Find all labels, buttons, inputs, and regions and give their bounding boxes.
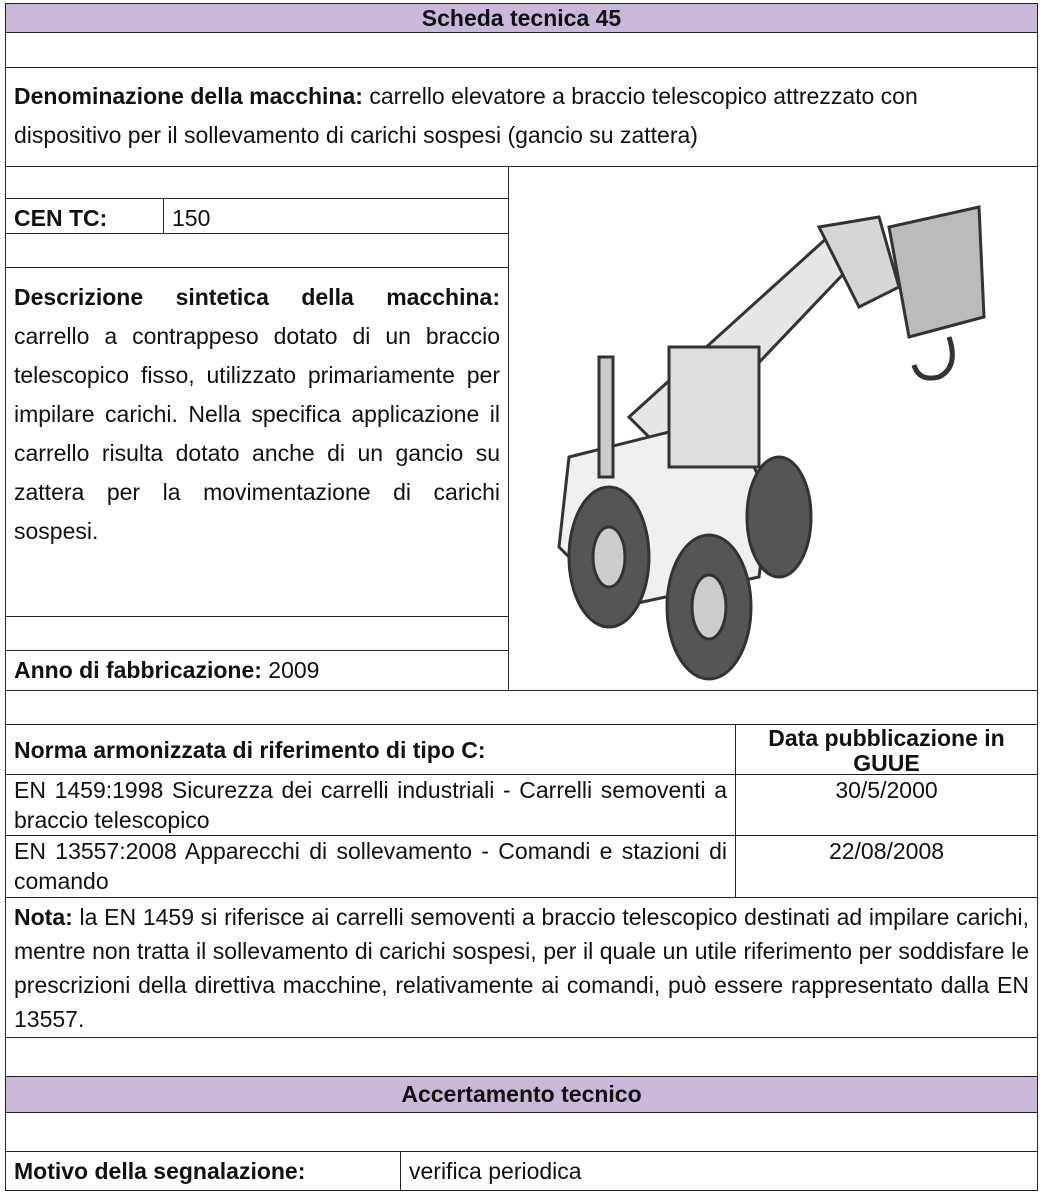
label: Descrizione sintetica della macchina: — [14, 284, 500, 310]
norme-cell: 30/5/2000 — [735, 774, 1038, 836]
norme-cell: 22/08/2008 — [735, 835, 1038, 898]
header: Norma armonizzata di riferimento di tipo… — [14, 737, 486, 763]
header: Data pubblicazione in GUUE — [768, 725, 1005, 776]
sketch — [557, 205, 986, 681]
empty-row — [5, 1112, 1038, 1152]
empty-row — [5, 690, 1038, 725]
value: 2009 — [268, 657, 320, 683]
cen-value-cell: 150 — [163, 198, 509, 234]
label: Anno di fabbricazione: — [14, 657, 262, 683]
label: Nota: — [14, 904, 73, 930]
text: carrello elevatore a braccio telescopico… — [14, 83, 918, 148]
norme-header-cell: Data pubblicazione in GUUE — [735, 724, 1038, 776]
motivo-label-cell: Motivo della segnalazione: — [5, 1151, 401, 1191]
norme-cell: EN 13557:2008 Apparecchi di sollevamento… — [5, 835, 736, 898]
motivo-value-cell: verifica periodica — [400, 1151, 1038, 1191]
header-cell: Scheda tecnica 45 — [5, 3, 1038, 33]
value: verifica periodica — [409, 1158, 582, 1184]
nota-cell: Nota: la EN 1459 si riferisce ai carrell… — [5, 897, 1038, 1038]
image-cell — [508, 166, 1038, 691]
norma: EN 1459:1998 Sicurezza dei carrelli indu… — [14, 777, 727, 833]
data: 22/08/2008 — [828, 838, 945, 864]
norme-cell: EN 1459:1998 Sicurezza dei carrelli indu… — [5, 774, 736, 836]
anno-cell: Anno di fabbricazione: 2009 — [5, 650, 509, 691]
section-cell: Accertamento tecnico — [5, 1076, 1038, 1113]
empty-row — [5, 616, 509, 651]
label: Motivo della segnalazione: — [14, 1158, 306, 1184]
label: Denominazione della macchina: — [14, 83, 363, 109]
title: Accertamento tecnico — [401, 1081, 642, 1107]
text: la EN 1459 si riferisce ai carrelli semo… — [14, 904, 1029, 1032]
data: 30/5/2000 — [835, 777, 938, 803]
empty-row — [5, 166, 509, 199]
cen-label-cell: CEN TC: — [5, 198, 164, 234]
machine-illustration — [557, 205, 986, 681]
norme-header-cell: Norma armonizzata di riferimento di tipo… — [5, 724, 736, 775]
text: carrello a contrappeso dotato di un brac… — [14, 323, 500, 544]
empty-row — [5, 233, 509, 268]
value: 150 — [172, 205, 211, 231]
label: CEN TC: — [14, 205, 108, 231]
denominazione-cell: Denominazione della macchina: carrello e… — [5, 67, 1038, 167]
norma: EN 13557:2008 Apparecchi di sollevamento… — [14, 838, 727, 894]
empty-row — [5, 1037, 1038, 1077]
title: Scheda tecnica 45 — [421, 5, 622, 31]
descrizione-cell: Descrizione sintetica della macchina: ca… — [5, 267, 509, 617]
empty-row — [5, 32, 1038, 68]
